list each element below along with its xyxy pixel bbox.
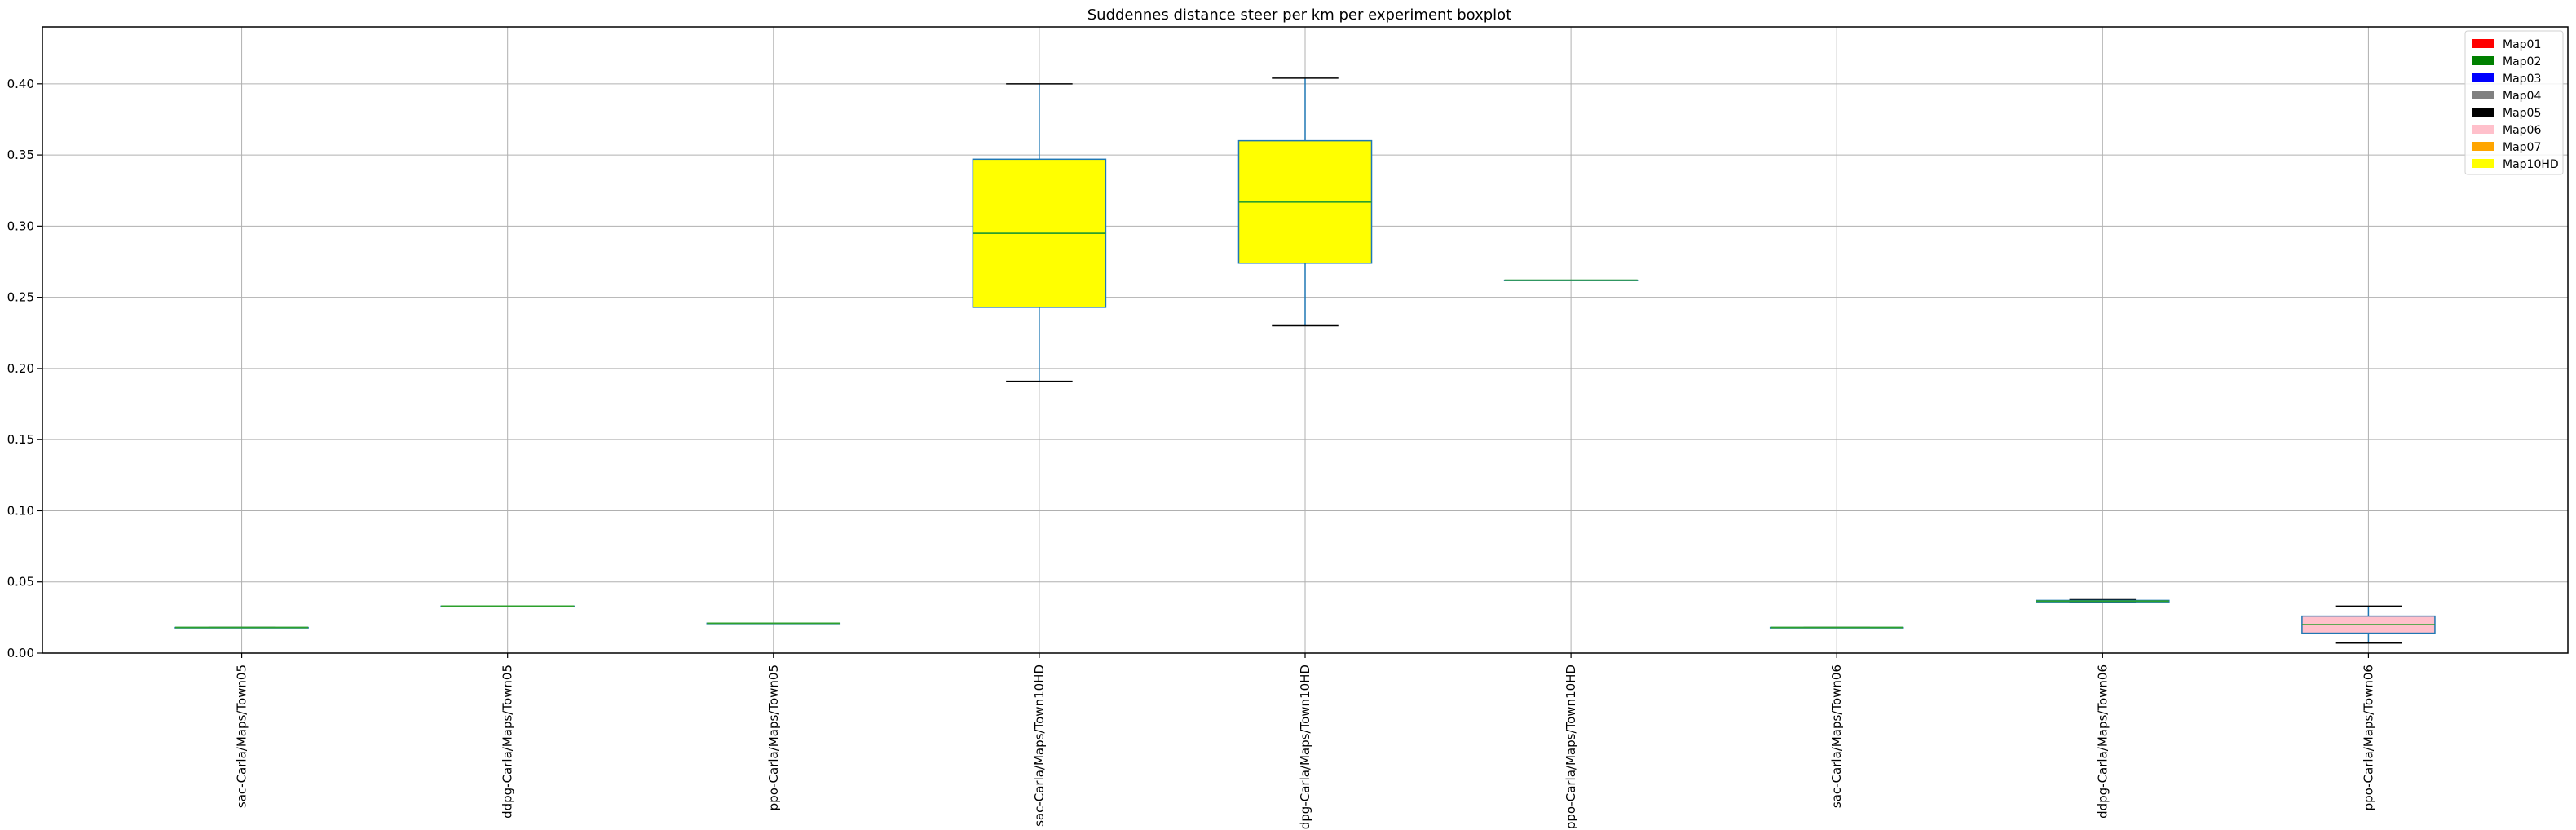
box-ddpg-carla-maps-town10hd [1237, 77, 1373, 327]
x-tick-label: ddpg-Carla/Maps/Town06 [2095, 664, 2110, 819]
box-sac-carla-maps-town10hd [972, 83, 1107, 382]
legend-swatch [2472, 159, 2494, 168]
x-tick-label: sac-Carla/Maps/Town05 [235, 664, 249, 808]
legend-label: Map10HD [2503, 158, 2559, 171]
x-tick-label: sac-Carla/Maps/Town06 [1829, 664, 1844, 808]
legend-swatch [2472, 56, 2494, 65]
legend-label: Map03 [2503, 73, 2541, 86]
y-tick-label: 0.20 [7, 361, 34, 376]
x-tick-label: ddpg-Carla/Maps/Town10HD [1298, 664, 1312, 830]
legend-label: Map04 [2503, 90, 2541, 103]
box-sac-carla-maps-town06 [1769, 626, 1904, 629]
legend-swatch [2472, 39, 2494, 48]
legend-label: Map01 [2503, 38, 2541, 51]
y-tick-label: 0.35 [7, 148, 34, 162]
y-axis-ticks: 0.00 0.05 0.10 0.15 0.20 0.25 0.30 0.35 0.40 [7, 77, 42, 660]
box-sac-carla-maps-town05 [174, 626, 309, 629]
y-tick-label: 0.00 [7, 646, 34, 660]
x-tick-label: ppo-Carla/Maps/Town10HD [1564, 664, 1578, 829]
box-ppo-carla-maps-town05 [706, 622, 841, 625]
legend-label: Map02 [2503, 55, 2541, 68]
y-tick-label: 0.05 [7, 575, 34, 589]
legend-swatch [2472, 142, 2494, 151]
y-tick-label: 0.15 [7, 432, 34, 447]
x-tick-label: ppo-Carla/Maps/Town05 [766, 664, 781, 810]
legend-label: Map07 [2503, 141, 2541, 154]
box-ddpg-carla-maps-town05 [440, 605, 575, 607]
boxes [174, 77, 2436, 644]
x-tick-label: ddpg-Carla/Maps/Town05 [501, 664, 515, 819]
box-ddpg-carla-maps-town06 [2036, 598, 2170, 603]
legend-swatch [2472, 108, 2494, 117]
legend-swatch [2472, 91, 2494, 99]
y-tick-label: 0.10 [7, 503, 34, 518]
box-ppo-carla-maps-town10hd [1503, 279, 1639, 281]
x-axis-ticks: sac-Carla/Maps/Town05 ddpg-Carla/Maps/Tow… [235, 653, 2375, 830]
x-tick-label: ppo-Carla/Maps/Town06 [2361, 664, 2375, 810]
legend-label: Map05 [2503, 107, 2541, 120]
legend-swatch [2472, 73, 2494, 82]
legend-label: Map06 [2503, 124, 2541, 137]
box-ppo-carla-maps-town06 [2301, 605, 2436, 644]
x-tick-label: sac-Carla/Maps/Town10HD [1032, 664, 1047, 827]
y-tick-label: 0.40 [7, 77, 34, 91]
legend-frame [2464, 30, 2564, 175]
chart-title: Suddennes distance steer per km per expe… [1087, 7, 1512, 24]
legend-swatch [2472, 125, 2494, 134]
y-tick-label: 0.30 [7, 219, 34, 233]
y-tick-label: 0.25 [7, 290, 34, 305]
legend: Map01 Map02 Map03 Map04 Map05 Map06 Map07 Map10… [2464, 30, 2564, 175]
